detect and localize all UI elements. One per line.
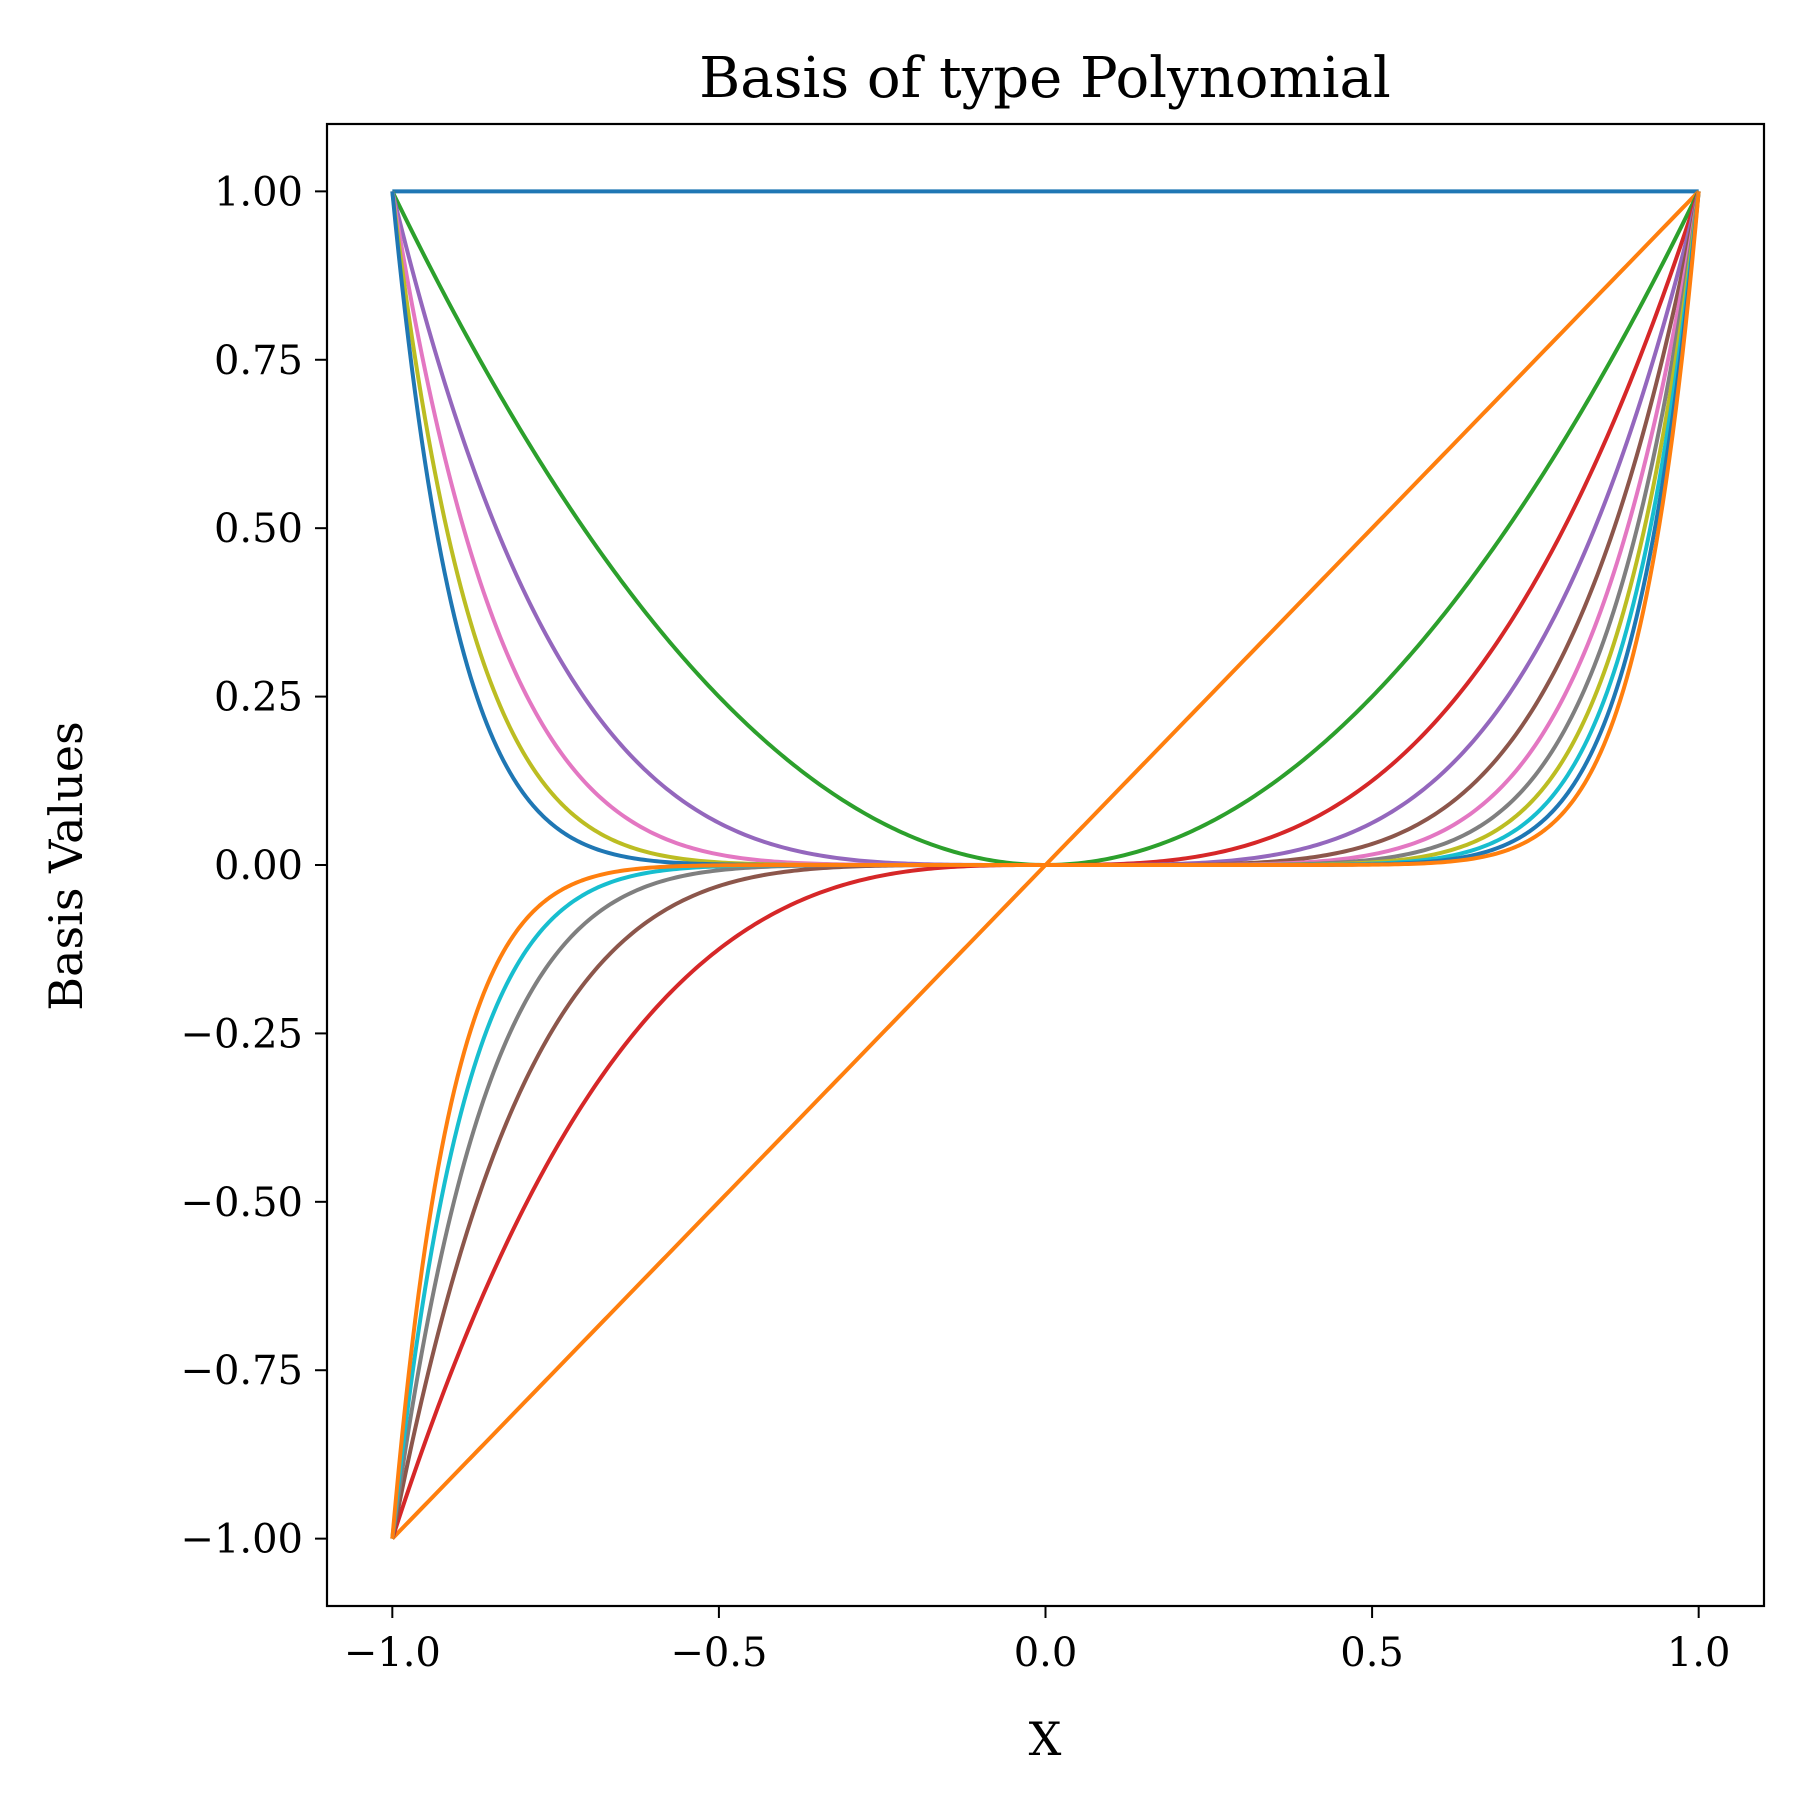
y-tick-label: 0.25 — [214, 675, 303, 721]
y-tick-label: 0.00 — [214, 843, 303, 889]
y-tick-label: −0.25 — [180, 1011, 303, 1057]
y-axis: −1.00 −0.75 −0.50 −0.25 0.00 0.25 0.50 0.75 1.00 — [180, 169, 327, 1563]
y-tick-label: −0.75 — [180, 1348, 303, 1394]
x-axis-title: X — [1029, 1712, 1062, 1766]
x-tick-label: 1.0 — [1667, 1630, 1731, 1676]
series-line-11 — [390, 191, 1701, 1539]
series-layer — [390, 189, 1701, 1541]
y-tick-label: 0.50 — [214, 506, 303, 552]
y-tick-label: −0.50 — [180, 1180, 303, 1226]
x-tick-label: 0.0 — [1014, 1630, 1078, 1676]
chart-title: Basis of type Polynomial — [699, 46, 1391, 111]
y-tick-label: 1.00 — [214, 169, 303, 215]
x-tick-label: −0.5 — [670, 1630, 767, 1676]
y-tick-label: 0.75 — [214, 338, 303, 384]
y-tick-label: −1.00 — [180, 1517, 303, 1563]
x-tick-label: −1.0 — [344, 1630, 441, 1676]
y-axis-title: Basis Values — [39, 721, 93, 1010]
x-tick-label: 0.5 — [1340, 1630, 1404, 1676]
x-axis: −1.0 −0.5 0.0 0.5 1.0 — [344, 1606, 1731, 1676]
